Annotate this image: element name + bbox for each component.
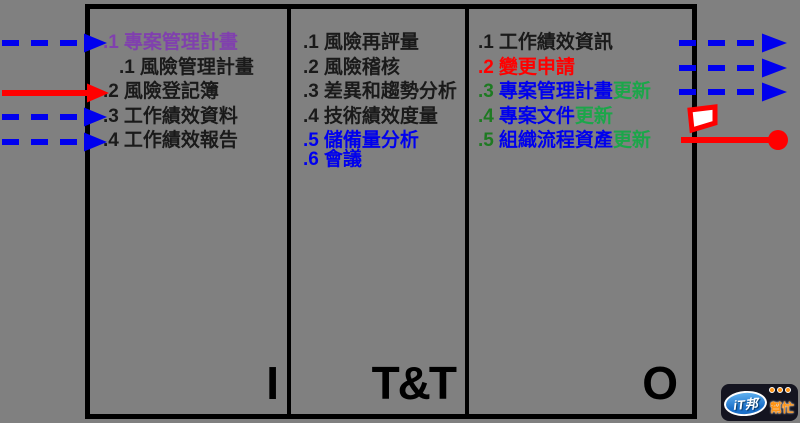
item-number: .3 [303,81,319,103]
item-suffix: 更新 [574,105,613,127]
item-text: 組織流程資產 [498,130,613,152]
item-number: .4 [478,105,494,127]
item-number: .2 [303,56,319,78]
item-number: .1 [303,32,319,53]
item-text: 風險管理計畫 [139,56,254,78]
itto-item: .5 儲備量分析 [303,129,465,154]
item-text: 會議 [323,148,362,170]
item-number: .4 [303,105,319,127]
item-number: .4 [103,130,119,152]
itto-box: .1 專案管理計畫 .1 風險管理計畫 .2 風險登記簿 .3 工作績效資料 .4 工作績效報告 … [85,4,697,419]
input-items: .1 專案管理計畫 .1 風險管理計畫 .2 風險登記簿 .3 工作績效資料 .4 工作績效報告 [90,9,287,154]
itto-item: .1 工作績效資訊 [478,31,692,56]
logo-people-icon [769,387,791,393]
itto-item: .2 風險登記簿 [103,80,287,105]
item-text: 風險登記簿 [123,81,219,103]
item-text: 工作績效報告 [123,130,238,152]
logo-brand: iT邦 [723,389,768,418]
itto-item: .1 風險管理計畫 [103,56,287,81]
output-line-terminator-icon [681,130,788,150]
item-text: 技術績效度量 [323,105,438,127]
item-number: .5 [303,130,319,152]
column-divider [465,9,469,414]
itto-item: .3 差異和趨勢分析 [303,80,465,105]
itto-item: .1 專案管理計畫 [103,31,287,56]
itto-item: .4 工作績效報告 [103,129,287,154]
item-text: 差異和趨勢分析 [323,81,457,103]
itto-item: .4 專案文件更新 [478,105,692,130]
item-number: .6 [303,148,319,170]
item-text: 風險再評量 [323,32,419,53]
ithome-logo: iT邦 幫忙 [721,384,798,421]
item-number: .5 [478,130,494,152]
itto-item: .1 風險再評量 [303,31,465,56]
itto-item: .3 專案管理計畫更新 [478,80,692,105]
item-number: .3 [103,105,119,127]
tools-techniques-column-label: T&T [371,357,457,409]
output-items: .1 工作績效資訊 .2 變更申請 .3 專案管理計畫更新 .4 專案文件更新 .5 組織流程資產… [469,9,692,154]
input-column: .1 專案管理計畫 .1 風險管理計畫 .2 風險登記簿 .3 工作績效資料 .4 工作績效報告 … [90,9,287,414]
item-suffix: 更新 [612,81,651,103]
item-suffix: 更新 [612,130,651,152]
item-number: .3 [478,81,494,103]
itto-item: .5 組織流程資產更新 [478,129,692,154]
item-number: .2 [478,56,494,78]
input-column-label: I [266,357,279,409]
itto-item: .4 技術績效度量 [303,105,465,130]
item-text: 專案管理計畫 [123,32,238,53]
item-text: 變更申請 [498,56,575,78]
item-text: 工作績效資訊 [498,32,613,53]
item-text: 專案文件 [498,105,575,127]
output-column: .1 工作績效資訊 .2 變更申請 .3 專案管理計畫更新 .4 專案文件更新 .5 組織流程資產… [469,9,692,414]
item-text: 工作績效資料 [123,105,238,127]
itto-item: .2 變更申請 [478,56,692,81]
item-number: .1 [478,32,494,53]
column-divider [287,9,291,414]
output-column-label: O [642,357,678,409]
tools-techniques-items: .1 風險再評量 .2 風險稽核 .3 差異和趨勢分析 .4 技術績效度量 .5 儲備量分析 .6 會… [291,9,465,173]
itto-item: .2 風險稽核 [303,56,465,81]
item-text: 風險稽核 [323,56,400,78]
item-number: .2 [103,81,119,103]
itto-item: .3 工作績效資料 [103,105,287,130]
item-number: .1 [119,56,135,78]
item-text: 專案管理計畫 [498,81,613,103]
item-number: .1 [103,32,119,53]
logo-badge: 幫忙 [769,401,794,415]
tools-techniques-column: .1 風險再評量 .2 風險稽核 .3 差異和趨勢分析 .4 技術績效度量 .5 儲備量分析 .6 會… [291,9,465,414]
itto-item: .6 會議 [303,148,465,173]
item-text: 儲備量分析 [323,130,419,152]
